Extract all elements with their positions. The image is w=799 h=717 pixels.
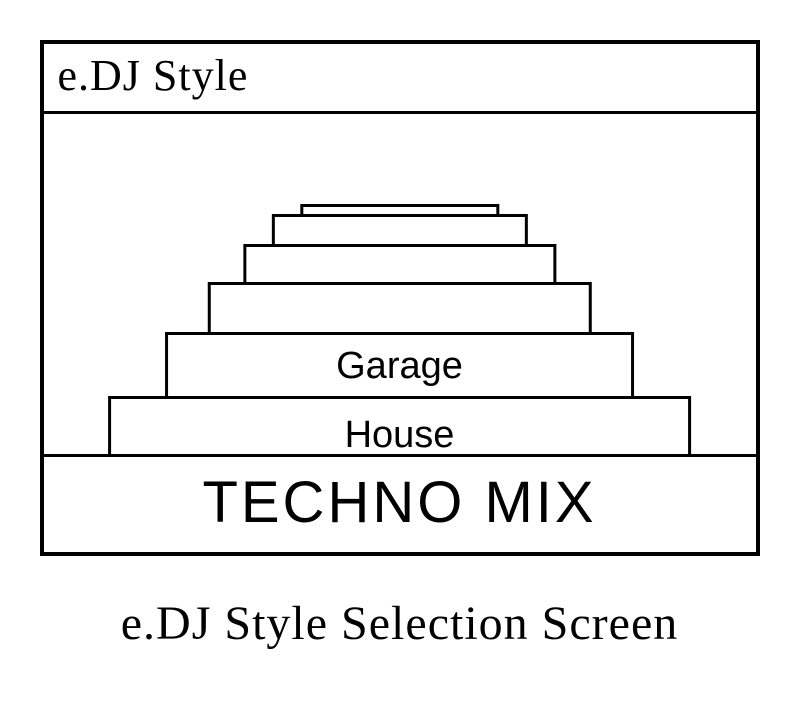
screen-title: e.DJ Style	[44, 44, 756, 114]
style-stack: Garage House	[44, 114, 756, 454]
style-selection-screen: e.DJ Style Garage House TECHNO MIX	[40, 40, 760, 556]
style-selected-label: TECHNO MIX	[202, 470, 596, 535]
style-option[interactable]	[271, 214, 527, 248]
style-option[interactable]	[207, 282, 591, 336]
style-option-house[interactable]: House	[108, 396, 692, 454]
screen-caption: e.DJ Style Selection Screen	[20, 596, 779, 651]
style-option-garage[interactable]: Garage	[165, 332, 635, 400]
style-option[interactable]	[243, 244, 556, 286]
style-option-label: House	[345, 414, 455, 455]
style-selected[interactable]: TECHNO MIX	[44, 454, 756, 552]
style-option-label: Garage	[336, 345, 463, 388]
